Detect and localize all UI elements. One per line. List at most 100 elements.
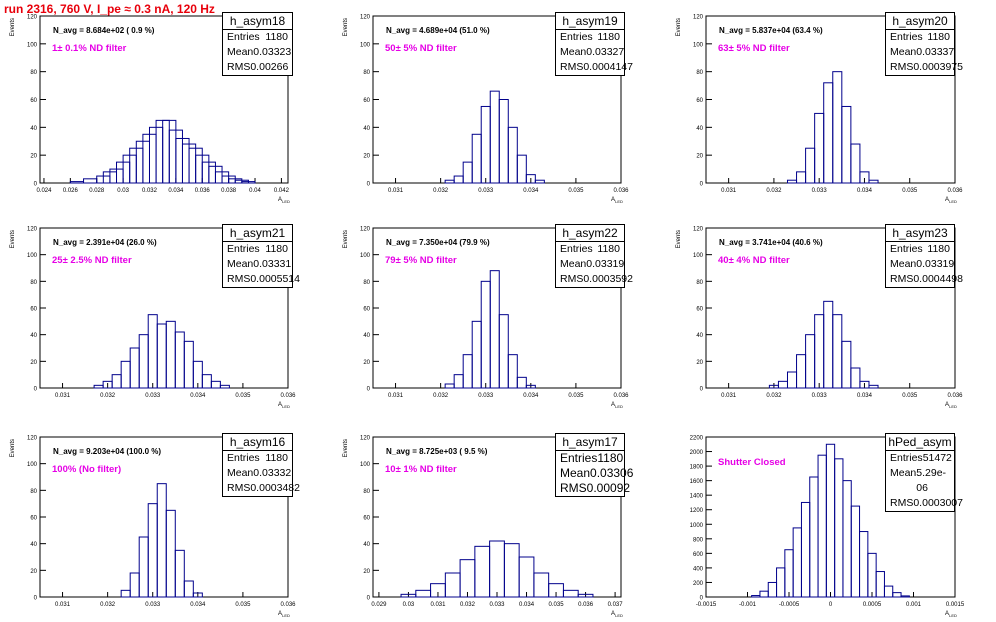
y-tick-label: 0 [34,182,38,188]
mean-value: 0.03319 [586,258,625,270]
histogram-name: h_asym18 [223,13,292,30]
histogram-bin [875,571,885,598]
entries-label: Entries [890,243,923,255]
histogram-bin [444,572,461,598]
histogram-bin [69,181,85,184]
x-tick-label: 0.036 [280,393,296,399]
histogram-bin [868,179,879,184]
x-tick-label: 0 [829,602,833,608]
x-axis-title: A [945,611,949,617]
y-axis-title: Events [10,18,16,36]
stats-row-rms: RMS 0.0005514 [223,272,300,287]
entries-label: Entries [560,31,593,43]
histogram-name: hPed_asym [886,434,954,451]
y-tick-label: 80 [696,70,703,76]
rms-label: RMS [890,497,914,509]
stats-row-entries: Entries 1180 [556,451,624,466]
histogram-panel-h_asym23: 0 20 40 60 80 100 120 0.031 0.032 0.033 0.034 0.035… [676,227,963,410]
histogram-bin [516,154,527,184]
mean-label: Mean [227,258,254,270]
x-tick-label: 0.034 [523,188,539,194]
x-tick-label: 0.033 [145,393,161,399]
x-axis-title-subscript: LED [949,199,957,204]
x-tick-label: 0.026 [63,188,79,194]
histogram-bin [777,380,788,389]
x-tick-label: 0.0015 [946,602,965,608]
mean-label: Mean [890,258,917,270]
mean-label: Mean [227,46,254,58]
histogram-bin [525,174,536,184]
x-tick-label: 0.024 [36,188,52,194]
x-tick-label: -0.0005 [779,602,800,608]
histogram-bin [503,543,520,598]
y-axis-title: Events [343,439,349,457]
stats-row-mean: Mean 0.03337 [886,45,954,60]
x-tick-label: 0.036 [578,602,594,608]
y-tick-label: 0 [34,387,38,393]
histogram-bin [751,595,761,598]
stats-box: hPed_asym Entries 51472 Mean 5.29e-06 RMS 0.00… [885,433,963,512]
rms-label: RMS [227,482,251,494]
histogram-bin [823,300,834,389]
histogram-bin [462,161,473,184]
y-tick-label: 0 [700,596,704,602]
x-axis-title: A [611,197,615,203]
y-tick-label: 1000 [690,523,704,529]
histogram-bin [809,476,819,598]
x-axis-title-subscript: LED [282,613,290,618]
y-axis-title: Events [676,18,682,36]
filter-label: 25± 2.5% ND filter [52,255,132,266]
histogram-bin [859,531,869,598]
entries-value: 1180 [597,31,620,43]
histogram-panel-h_asym17: 0 20 40 60 80 100 120 0.029 0.03 0.031 0.032 0.033 0… [343,436,623,619]
filter-label: 10± 1% ND filter [385,464,457,475]
y-tick-label: 80 [30,489,37,495]
entries-value: 1180 [927,31,950,43]
histogram-bin [147,314,158,389]
rms-value: 0.0003592 [583,273,633,285]
entries-label: Entries [560,451,598,465]
histogram-bin [867,552,877,598]
histogram-bin [832,314,843,389]
histogram-bin [767,581,778,598]
y-tick-label: 100 [693,253,704,259]
histogram-bin [165,320,176,389]
x-tick-label: 0.035 [235,602,251,608]
x-tick-label: 0.03 [403,602,415,608]
histogram-bin [138,536,149,598]
x-tick-label: 0.031 [55,393,71,399]
stats-row-entries: Entries 1180 [886,30,954,45]
y-tick-label: 20 [363,154,370,160]
y-tick-label: 100 [27,462,38,468]
x-tick-label: 0.032 [766,188,782,194]
x-tick-label: 0.031 [721,188,737,194]
n-avg-label: N_avg = 3.741e+04 (40.6 %) [719,238,823,247]
stats-row-rms: RMS 0.00092 [556,481,630,496]
histogram-name: h_asym21 [223,225,292,242]
y-tick-label: 2200 [690,436,704,442]
histogram-bin [174,549,185,598]
histogram-bin [129,347,140,389]
n-avg-label: N_avg = 8.725e+03 ( 9.5 %) [386,447,488,456]
histogram-bin [415,589,432,598]
stats-row-mean: Mean 5.29e-06 [886,466,954,496]
histogram-panel-h_asym16: 0 20 40 60 80 100 120 0.031 0.032 0.033 0.034 0.035… [10,436,296,619]
y-tick-label: 0 [700,182,704,188]
x-tick-label: 0.035 [902,188,918,194]
histogram-bin [817,454,827,598]
x-axis-title: A [945,197,949,203]
x-tick-label: 0.034 [857,393,873,399]
histogram-bin [796,171,807,184]
x-axis-title-subscript: LED [615,199,623,204]
histogram-bin [534,179,545,184]
mean-value: 0.03331 [253,258,292,270]
n-avg-label: N_avg = 7.350e+04 (79.9 %) [386,238,490,247]
histogram-bin [120,589,131,598]
y-tick-label: 80 [363,489,370,495]
x-axis-title: A [278,197,282,203]
stats-row-entries: Entries 1180 [223,242,292,257]
y-tick-label: 60 [30,516,37,522]
x-tick-label: 0.035 [902,393,918,399]
filter-label: 79± 5% ND filter [385,255,457,266]
